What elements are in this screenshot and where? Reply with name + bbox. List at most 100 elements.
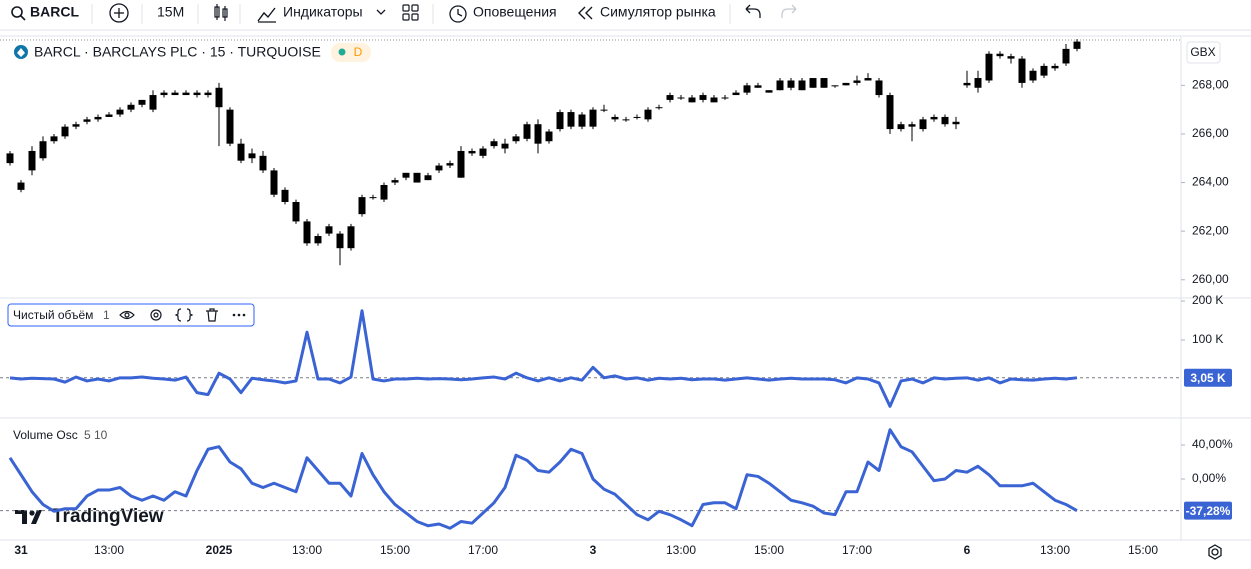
candle-body bbox=[567, 112, 575, 127]
candle-body bbox=[39, 141, 47, 159]
candle-body bbox=[1062, 48, 1070, 64]
candle-body bbox=[589, 109, 597, 127]
indicator-legend-box[interactable] bbox=[7, 303, 255, 327]
candle-body bbox=[941, 116, 949, 125]
chart-type-icon[interactable] bbox=[214, 4, 228, 21]
candle-body bbox=[28, 150, 36, 171]
y-tick-label: 266,00 bbox=[1192, 126, 1229, 140]
candle-body bbox=[732, 92, 740, 96]
dropdown-arrow[interactable] bbox=[376, 9, 386, 15]
candle-body bbox=[820, 78, 828, 88]
x-tick-label: 17:00 bbox=[468, 543, 498, 557]
candle-body bbox=[204, 92, 212, 96]
market-status[interactable] bbox=[331, 43, 371, 62]
replay-icon[interactable] bbox=[578, 6, 593, 20]
candle-body bbox=[1007, 56, 1015, 59]
candle-body bbox=[17, 182, 25, 190]
x-tick-label: 15:00 bbox=[1128, 543, 1158, 557]
candle-body bbox=[908, 124, 916, 127]
candle-body bbox=[886, 95, 894, 130]
candle-body bbox=[303, 221, 311, 244]
candle-body bbox=[699, 95, 707, 100]
candle-body bbox=[83, 119, 91, 122]
candle-body bbox=[897, 124, 905, 130]
add-symbol[interactable] bbox=[109, 3, 129, 23]
candle-body bbox=[127, 104, 135, 110]
candle-body bbox=[996, 53, 1004, 57]
candle-body bbox=[237, 143, 245, 161]
candle-body bbox=[666, 95, 674, 100]
y-tick-label: 260,00 bbox=[1192, 272, 1229, 286]
candle-body bbox=[6, 153, 14, 164]
indicator-line bbox=[9, 309, 1078, 408]
candle-body bbox=[380, 184, 388, 200]
alerts-button[interactable]: Оповещения bbox=[473, 4, 557, 20]
last-value-label: 3,05 K bbox=[1190, 371, 1226, 385]
alerts-icon[interactable] bbox=[449, 5, 467, 23]
y-tick-label: 264,00 bbox=[1192, 175, 1229, 189]
candle-body bbox=[765, 90, 773, 93]
candle-body bbox=[622, 119, 630, 121]
candle-body bbox=[215, 87, 223, 108]
candle-body bbox=[875, 80, 883, 96]
x-tick-label: 13:00 bbox=[94, 543, 124, 557]
candle-body bbox=[721, 97, 729, 99]
candle-body bbox=[501, 143, 509, 149]
candle-body bbox=[490, 141, 498, 147]
candle-body bbox=[1040, 65, 1048, 76]
currency-box[interactable] bbox=[1186, 41, 1221, 64]
replay-button[interactable]: Симулятор рынка bbox=[600, 4, 716, 20]
settings-icon[interactable] bbox=[150, 309, 162, 321]
indicator-params: 5 10 bbox=[84, 428, 108, 442]
interval[interactable]: 15M bbox=[157, 4, 184, 20]
candle-body bbox=[787, 80, 795, 88]
candle-body bbox=[743, 85, 751, 93]
candle-body bbox=[116, 109, 124, 115]
y-tick-label: 200 K bbox=[1192, 293, 1223, 307]
visibility-icon[interactable] bbox=[119, 310, 135, 320]
indicator-line bbox=[8, 428, 1078, 530]
candle-body bbox=[347, 226, 355, 249]
candle-body bbox=[435, 165, 443, 171]
currency: GBX bbox=[1190, 45, 1215, 59]
candle-body bbox=[193, 92, 201, 96]
candle-body bbox=[985, 53, 993, 81]
search-icon[interactable] bbox=[11, 6, 23, 18]
candle-body bbox=[512, 136, 520, 142]
candle-body bbox=[391, 180, 399, 183]
candle-body bbox=[105, 114, 113, 117]
candle-body bbox=[94, 116, 102, 120]
candle-body bbox=[446, 163, 454, 166]
toolbar: BARCL 15M Индикаторы Оповещения Симулято… bbox=[11, 3, 797, 24]
source-icon[interactable] bbox=[174, 308, 194, 322]
delete-icon[interactable] bbox=[206, 308, 218, 322]
layouts-icon[interactable] bbox=[402, 4, 419, 21]
candle-body bbox=[138, 99, 146, 105]
undo[interactable] bbox=[745, 4, 761, 18]
candle-body bbox=[523, 124, 531, 139]
y-tick-label: 100 K bbox=[1192, 332, 1223, 346]
axis-settings[interactable] bbox=[1208, 544, 1222, 560]
indicators-button[interactable]: Индикаторы bbox=[283, 4, 363, 20]
candle-body bbox=[160, 92, 168, 96]
candle-body bbox=[864, 78, 872, 81]
candle-body bbox=[710, 97, 718, 103]
symbol[interactable]: BARCL bbox=[30, 4, 79, 20]
candle-body bbox=[1051, 65, 1059, 69]
candle-body bbox=[281, 189, 289, 202]
candle-body bbox=[1029, 70, 1037, 81]
candle-body bbox=[919, 119, 927, 130]
more-icon[interactable] bbox=[232, 313, 246, 317]
candle-body bbox=[149, 95, 157, 110]
candle-body bbox=[369, 197, 377, 199]
candle-body bbox=[314, 236, 322, 244]
candle-body bbox=[974, 78, 982, 88]
candle-body bbox=[292, 201, 300, 222]
redo[interactable] bbox=[781, 4, 797, 18]
candle-body bbox=[644, 109, 652, 120]
indicators-icon[interactable] bbox=[257, 7, 276, 22]
candle-body bbox=[270, 170, 278, 195]
candle-body bbox=[457, 150, 465, 178]
x-tick-label: 3 bbox=[590, 543, 597, 557]
